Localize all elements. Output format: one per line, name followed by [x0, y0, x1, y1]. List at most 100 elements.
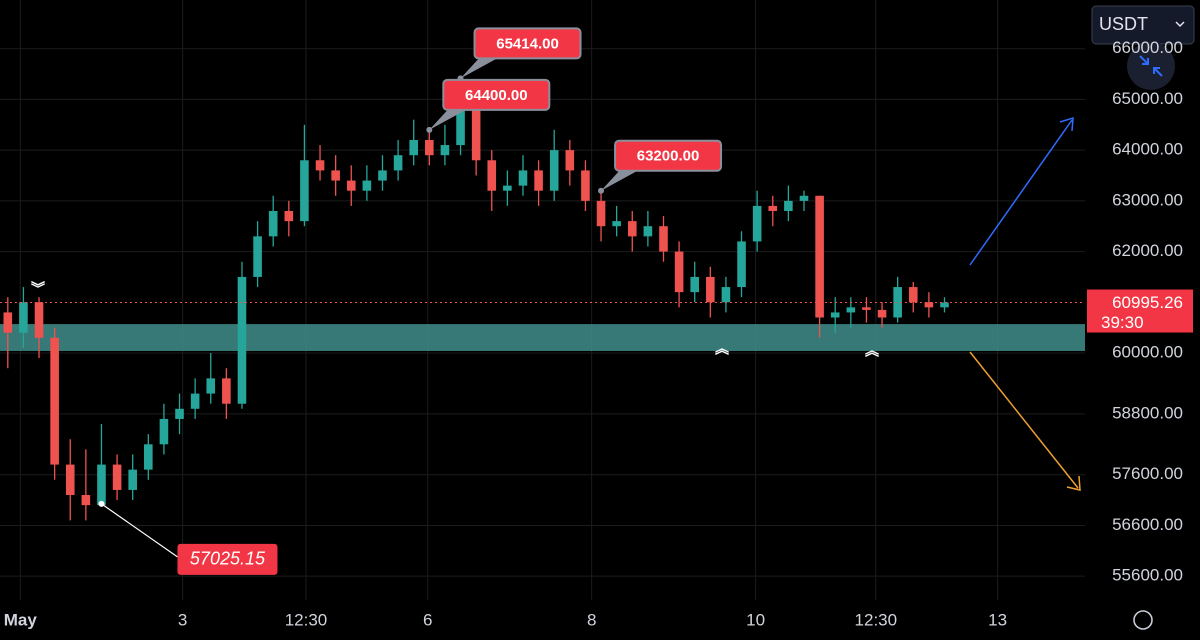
candle-body [331, 170, 340, 181]
candle-body [908, 287, 918, 303]
candle-body [940, 302, 949, 308]
candle-body [784, 200, 793, 211]
candle-body [144, 444, 153, 470]
candle-body [237, 276, 247, 404]
callout-box [177, 543, 278, 575]
callout-point [426, 126, 433, 133]
candle-body [409, 139, 418, 156]
candle-body [706, 276, 715, 303]
candle-body [81, 495, 91, 506]
last-price-label: 60995.26 [1112, 293, 1183, 312]
y-tick-label: 56600.00 [1112, 515, 1183, 534]
candle-body [924, 302, 934, 308]
x-tick-label: 13 [988, 610, 1007, 629]
candle-body [596, 200, 606, 227]
callout-label: 63200.00 [637, 148, 700, 165]
candle-body [3, 312, 13, 333]
support-zone [0, 324, 1085, 351]
candle-body [862, 307, 871, 310]
x-tick-label: May [4, 610, 38, 629]
candle-body [393, 155, 403, 171]
candle-body [253, 236, 262, 277]
callout-label: 57025.15 [190, 549, 266, 569]
candle-body [362, 180, 372, 191]
x-tick-label: 12:30 [855, 610, 898, 629]
callout-pointer [460, 54, 505, 79]
up-arrow-head [1059, 116, 1074, 132]
x-tick-label: 12:30 [285, 610, 328, 629]
x-tick-label: 10 [746, 610, 765, 629]
candle-body [737, 241, 746, 288]
callout-label: 65414.00 [496, 35, 559, 52]
x-tick-label: 6 [423, 610, 432, 629]
candle-body [190, 393, 200, 409]
callout-point [98, 500, 105, 507]
candle-body [175, 408, 184, 419]
candle-body [346, 180, 356, 191]
candle-body [378, 170, 387, 181]
y-tick-label: 66000.00 [1112, 38, 1183, 57]
y-tick-label: 55600.00 [1112, 566, 1183, 585]
candle-body [768, 205, 778, 211]
callout-box [614, 139, 723, 172]
callout-point [598, 187, 605, 194]
candle-body [815, 195, 824, 318]
candle-body [534, 170, 543, 191]
callout-leader [101, 503, 178, 558]
candle-body [159, 418, 169, 445]
grid [0, 0, 1085, 600]
candle-body [65, 464, 75, 496]
y-tick-label: 63000.00 [1112, 190, 1183, 209]
collapse-button[interactable] [1127, 42, 1175, 90]
y-tick-label: 60000.00 [1112, 342, 1183, 361]
candle-body [268, 210, 278, 237]
candle-body [456, 109, 465, 146]
callout-box [473, 27, 582, 60]
candle-body [721, 287, 731, 303]
candle-body [674, 251, 684, 293]
candle-body [315, 160, 325, 171]
down-arrow [969, 351, 1079, 489]
candle-body [503, 185, 512, 191]
candle-body [690, 276, 700, 293]
collapse-icon [1139, 55, 1163, 77]
callout-pointer [601, 166, 646, 191]
candle-body [50, 337, 59, 465]
callout-pointer [429, 105, 474, 130]
candle-body [877, 309, 887, 318]
plot [0, 78, 1085, 521]
candle-body [300, 160, 309, 222]
candle-body [440, 145, 450, 156]
chevron-up: ︽ [865, 343, 879, 359]
candle-body [846, 307, 856, 313]
candle-body [659, 226, 668, 252]
y-tick-label: 65000.00 [1112, 89, 1183, 108]
candle-body [19, 302, 28, 333]
candle-body [565, 150, 575, 171]
y-tick-label: 64000.00 [1112, 140, 1183, 159]
candle-body [830, 312, 840, 318]
countdown: 39:30 [1101, 313, 1144, 332]
candle-body [471, 109, 481, 161]
callout-label: 64400.00 [465, 87, 528, 104]
candle-body [222, 378, 231, 404]
candle-body [549, 150, 559, 191]
chevron-down: ︾ [31, 281, 45, 297]
settings-button[interactable] [1133, 610, 1153, 630]
currency-label: USDT [1099, 14, 1148, 34]
candle-body [487, 160, 497, 191]
down-arrow-head [1066, 475, 1081, 491]
candle-body [518, 170, 528, 186]
candle-body [284, 210, 294, 222]
candle-body [627, 221, 637, 237]
candle-body [97, 464, 106, 506]
up-arrow [969, 119, 1073, 266]
y-tick-label: 62000.00 [1112, 241, 1183, 260]
callout-box [442, 78, 551, 111]
y-tick-label: 57600.00 [1112, 464, 1183, 483]
candle-body [612, 221, 621, 227]
last-price-tag [1087, 289, 1193, 333]
candle-body [112, 464, 122, 490]
x-tick-label: 8 [587, 610, 596, 629]
